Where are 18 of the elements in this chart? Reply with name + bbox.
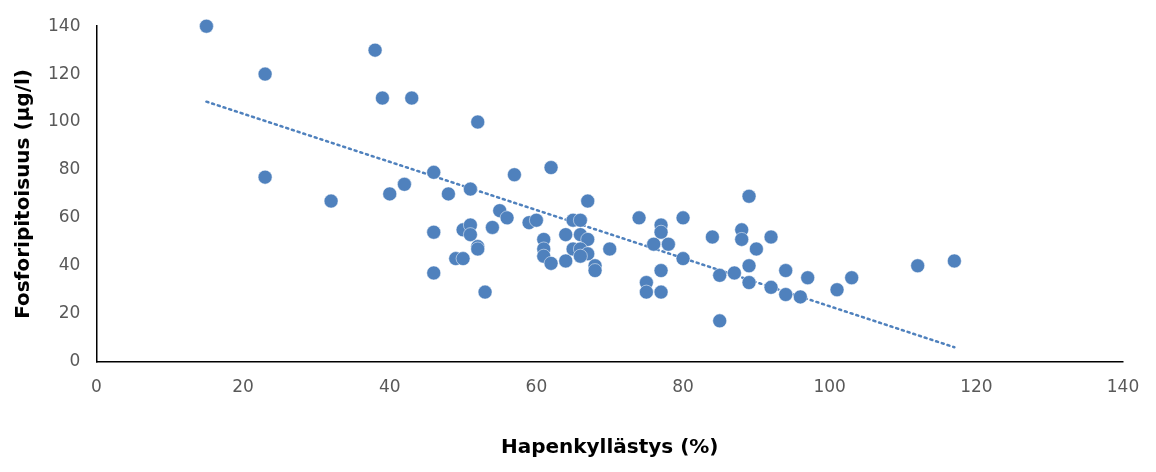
x-tick-label: 120	[960, 376, 993, 397]
x-tick-label: 140	[1106, 376, 1140, 397]
y-tick-label: 40	[58, 254, 81, 275]
y-tick-label: 80	[58, 158, 81, 179]
y-tick-label: 20	[58, 302, 81, 323]
x-tick-label: 40	[378, 376, 401, 397]
x-tick-label: 100	[813, 376, 846, 397]
y-tick-label: 120	[47, 62, 81, 83]
y-tick-label: 140	[47, 14, 81, 35]
y-tick-label: 60	[58, 206, 81, 227]
x-tick-label: 0	[91, 376, 102, 397]
x-tick-label: 60	[525, 376, 548, 397]
y-tick-label: 0	[69, 350, 81, 371]
y-axis-title: Fosforipitoisuus (µg/l)	[10, 69, 35, 319]
x-tick-label: 80	[672, 376, 694, 397]
x-tick-label: 20	[232, 376, 254, 397]
x-axis-title: Hapenkyllästys (%)	[500, 434, 719, 459]
y-tick-label: 100	[47, 110, 81, 131]
